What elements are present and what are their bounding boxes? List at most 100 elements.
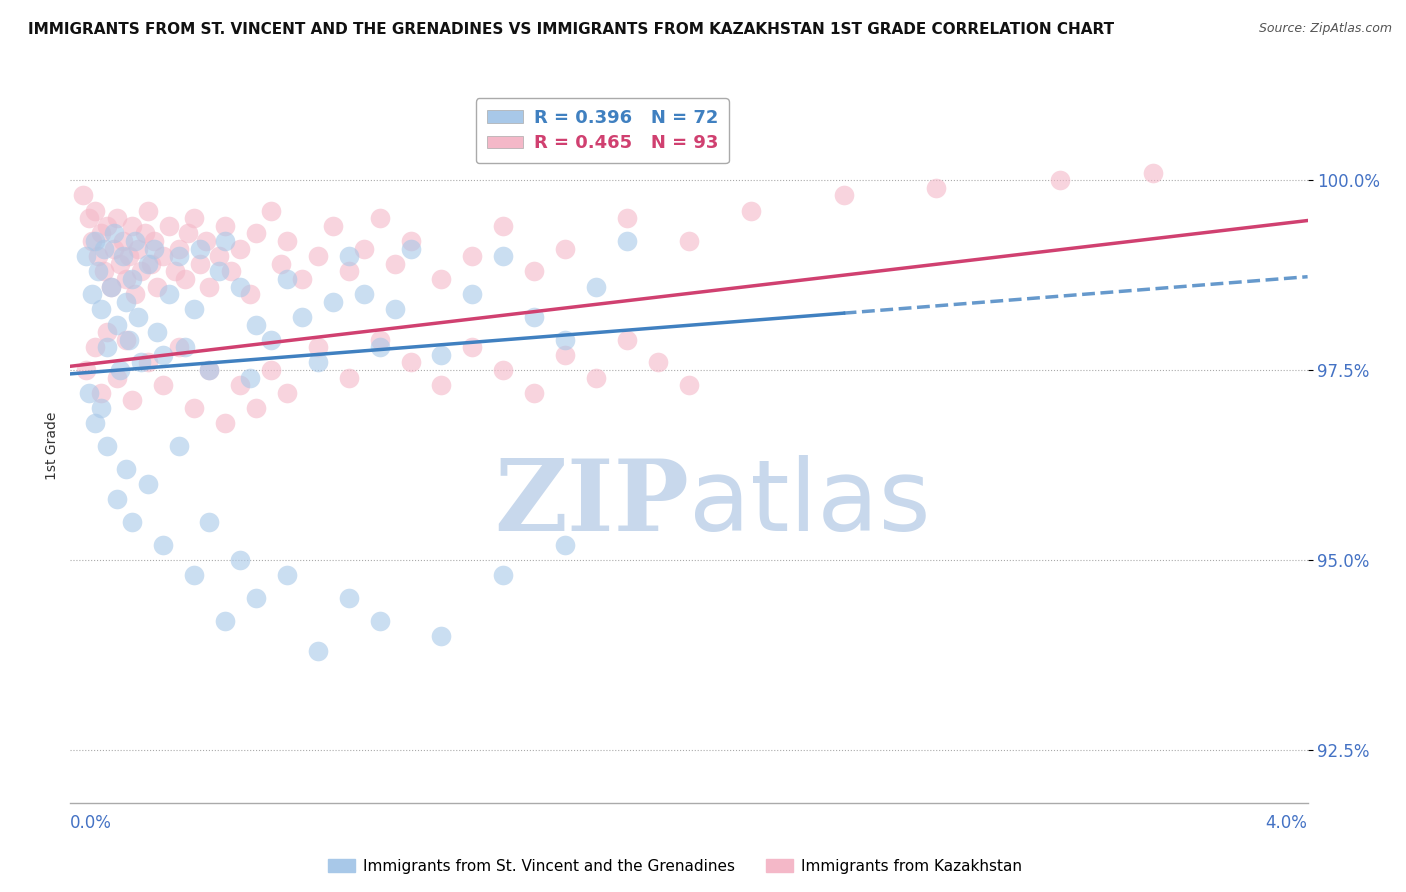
Point: [96, 340, 118, 354]
Point: [105, 492, 128, 507]
Point: [157, 219, 180, 233]
Point: [96, 219, 118, 233]
Point: [152, 348, 174, 362]
Point: [198, 279, 221, 293]
Point: [188, 242, 211, 256]
Point: [260, 363, 283, 377]
Point: [136, 203, 159, 218]
Point: [115, 333, 138, 347]
Point: [118, 249, 141, 263]
Point: [337, 370, 360, 384]
Point: [198, 363, 221, 377]
Text: IMMIGRANTS FROM ST. VINCENT AND THE GRENADINES VS IMMIGRANTS FROM KAZAKHSTAN 1ST: IMMIGRANTS FROM ST. VINCENT AND THE GREN…: [28, 22, 1114, 37]
Point: [121, 515, 143, 529]
Text: 4.0%: 4.0%: [1265, 814, 1308, 832]
Point: [183, 302, 205, 317]
Point: [214, 219, 236, 233]
Point: [616, 234, 638, 248]
Point: [146, 279, 169, 293]
Point: [115, 294, 138, 309]
Point: [245, 318, 267, 332]
Legend: R = 0.396   N = 72, R = 0.465   N = 93: R = 0.396 N = 72, R = 0.465 N = 93: [475, 98, 728, 163]
Point: [167, 249, 190, 263]
Point: [276, 234, 298, 248]
Point: [1049, 173, 1071, 187]
Point: [260, 333, 283, 347]
Point: [585, 279, 607, 293]
Y-axis label: 1st Grade: 1st Grade: [45, 412, 59, 480]
Point: [368, 211, 391, 226]
Point: [100, 279, 122, 293]
Text: ZIP: ZIP: [494, 455, 689, 551]
Point: [146, 325, 169, 339]
Point: [105, 211, 128, 226]
Point: [368, 340, 391, 354]
Point: [183, 211, 205, 226]
Point: [124, 287, 146, 301]
Point: [461, 340, 484, 354]
Point: [90, 401, 112, 415]
Point: [90, 227, 112, 241]
Point: [337, 249, 360, 263]
Point: [678, 378, 700, 392]
Text: 0.0%: 0.0%: [70, 814, 112, 832]
Point: [430, 378, 453, 392]
Point: [554, 348, 576, 362]
Point: [93, 264, 115, 278]
Point: [492, 249, 515, 263]
Point: [84, 203, 107, 218]
Point: [75, 363, 97, 377]
Point: [75, 249, 97, 263]
Point: [127, 310, 149, 324]
Point: [115, 462, 138, 476]
Point: [127, 242, 149, 256]
Point: [307, 340, 329, 354]
Point: [214, 614, 236, 628]
Point: [291, 310, 314, 324]
Point: [183, 401, 205, 415]
Point: [167, 242, 190, 256]
Point: [229, 279, 252, 293]
Point: [87, 249, 110, 263]
Point: [183, 568, 205, 582]
Point: [84, 234, 107, 248]
Point: [173, 272, 195, 286]
Point: [554, 538, 576, 552]
Point: [139, 257, 162, 271]
Point: [214, 234, 236, 248]
Point: [177, 227, 200, 241]
Legend: Immigrants from St. Vincent and the Grenadines, Immigrants from Kazakhstan: Immigrants from St. Vincent and the Gren…: [322, 853, 1028, 880]
Point: [142, 234, 165, 248]
Point: [167, 439, 190, 453]
Point: [108, 257, 131, 271]
Point: [165, 264, 187, 278]
Point: [307, 355, 329, 369]
Point: [523, 264, 546, 278]
Point: [121, 393, 143, 408]
Point: [616, 333, 638, 347]
Point: [430, 629, 453, 643]
Point: [337, 591, 360, 605]
Point: [554, 242, 576, 256]
Point: [84, 340, 107, 354]
Point: [173, 340, 195, 354]
Point: [90, 302, 112, 317]
Point: [208, 264, 231, 278]
Point: [616, 211, 638, 226]
Point: [136, 257, 159, 271]
Point: [214, 416, 236, 430]
Point: [461, 249, 484, 263]
Point: [384, 302, 406, 317]
Point: [136, 477, 159, 491]
Point: [198, 515, 221, 529]
Point: [399, 242, 422, 256]
Point: [96, 439, 118, 453]
Point: [925, 181, 948, 195]
Point: [188, 257, 211, 271]
Point: [229, 242, 252, 256]
Point: [276, 272, 298, 286]
Point: [124, 234, 146, 248]
Point: [103, 227, 125, 241]
Point: [111, 234, 134, 248]
Point: [492, 363, 515, 377]
